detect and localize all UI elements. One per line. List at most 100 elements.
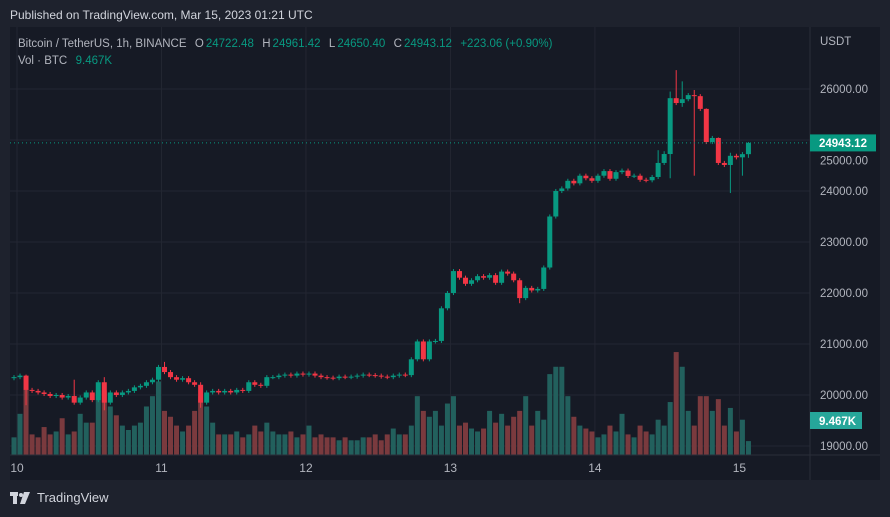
y-tick-label: 25000.00 — [820, 155, 868, 167]
time-axis[interactable]: 10 11 12 13 14 15 — [10, 461, 746, 475]
volume-bar — [607, 425, 613, 455]
symbol-title[interactable]: Bitcoin / TetherUS, 1h, BINANCE — [18, 38, 187, 50]
candle-body — [631, 175, 637, 177]
candle-body — [222, 390, 228, 393]
candle-body — [264, 377, 270, 386]
candle-body — [685, 95, 691, 100]
candle-body — [360, 374, 366, 376]
candle-body — [119, 392, 125, 395]
volume-bar — [613, 431, 619, 455]
candle-body — [125, 390, 131, 393]
candles — [11, 70, 751, 411]
close-value: 24943.12 — [403, 38, 452, 50]
candle-body — [270, 377, 276, 379]
volume-bar — [450, 396, 456, 455]
tradingview-brand[interactable]: TradingView — [37, 490, 109, 505]
volume-bar — [210, 422, 216, 455]
open-label: O — [194, 38, 204, 50]
candle-body — [673, 98, 679, 104]
volume-bar — [499, 413, 505, 455]
volume-bar — [17, 413, 23, 455]
volume-bar — [318, 434, 324, 455]
candle-body — [17, 375, 23, 378]
y-tick-label: 23000.00 — [820, 237, 868, 249]
candle-body — [456, 271, 462, 278]
volume-bar — [77, 413, 83, 455]
y-tick-label: 22000.00 — [820, 288, 868, 300]
candle-body — [300, 373, 306, 375]
volume-bar — [378, 440, 384, 455]
volume-bar — [95, 390, 101, 455]
volume-bar — [23, 388, 29, 455]
candle-body — [168, 372, 174, 378]
candle-body — [282, 374, 288, 376]
volume-bar — [390, 428, 396, 455]
ohlc-row: Bitcoin / TetherUS, 1h, BINANCE O 24722.4… — [18, 36, 554, 53]
volume-bar — [541, 419, 547, 455]
last-price-badge — [810, 134, 876, 152]
volume-bar — [619, 413, 625, 455]
volume-bar — [625, 434, 631, 455]
volume-bar — [348, 440, 354, 455]
volume-bar — [342, 437, 348, 455]
candle-body — [408, 359, 414, 376]
candle-body — [29, 389, 35, 391]
volume-bar — [246, 434, 252, 455]
candle-body — [523, 287, 529, 299]
volume-bar — [252, 425, 258, 455]
volume-bar — [553, 366, 559, 455]
volume-bar — [234, 431, 240, 455]
candle-body — [324, 377, 330, 379]
candle-body — [475, 276, 481, 281]
volume-bar — [727, 407, 733, 455]
candle-body — [529, 287, 535, 291]
volume-bar — [463, 422, 468, 455]
volume-bar — [162, 410, 167, 455]
last-price-label: 24943.12 — [819, 138, 867, 150]
volume-bar — [300, 434, 306, 455]
candle-body — [559, 188, 565, 191]
volume-bar — [721, 425, 727, 455]
volume-bar — [294, 437, 300, 455]
candle-body — [89, 392, 95, 401]
volume-bar — [655, 419, 661, 455]
volume-bar — [324, 437, 330, 455]
x-tick-label: 15 — [733, 461, 747, 475]
price-axis[interactable]: 26000.00 25000.00 24000.00 23000.00 22000.00… — [820, 84, 868, 453]
volume-bar — [384, 434, 390, 455]
volume-bar — [469, 428, 475, 455]
candle-body — [137, 385, 143, 388]
change-value: +223.06 (+0.90%) — [460, 38, 553, 50]
volume-bar — [216, 434, 222, 455]
candle-body — [643, 179, 649, 181]
legend: Bitcoin / TetherUS, 1h, BINANCE O 24722.4… — [18, 36, 554, 70]
candle-body — [59, 395, 65, 398]
volume-bar — [29, 434, 35, 455]
close-label: C — [393, 38, 402, 50]
footer: TradingView — [10, 490, 109, 505]
candle-body — [372, 375, 378, 377]
volume-bar — [131, 425, 137, 455]
volume-bar — [83, 422, 89, 455]
volume-bar — [673, 352, 679, 455]
volume-bar — [643, 431, 649, 455]
last-volume-badge — [810, 412, 862, 429]
candle-body — [517, 280, 523, 299]
y-tick-label: 26000.00 — [820, 84, 868, 96]
volume-bar — [679, 366, 685, 455]
candle-body — [402, 374, 408, 376]
x-tick-label: 12 — [299, 461, 313, 475]
candle-body — [589, 178, 595, 181]
volume-bar — [204, 406, 210, 455]
volume-bar — [119, 425, 125, 455]
volume-bar — [583, 428, 589, 455]
volume-bar — [396, 434, 402, 455]
candle-body — [733, 155, 739, 158]
volume-label[interactable]: Vol · BTC — [18, 55, 68, 67]
last-volume-label: 9.467K — [819, 416, 857, 428]
volume-bar — [258, 431, 264, 455]
candle-body — [384, 376, 390, 378]
volume-bar — [174, 425, 180, 455]
volume-bar — [637, 425, 643, 455]
